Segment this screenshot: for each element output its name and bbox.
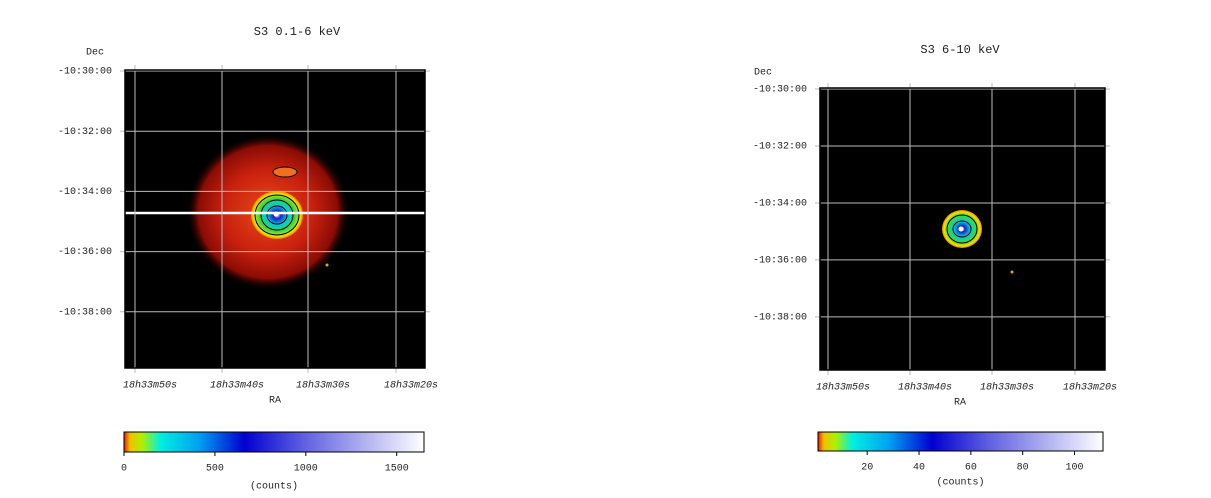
x-axis-label: RA <box>954 398 966 409</box>
x-tick-label: 18h33m20s <box>1063 382 1117 394</box>
colorbar-tick-label: 0 <box>121 464 127 475</box>
colorbar <box>817 431 1104 452</box>
y-tick-label: -10:38:00 <box>753 313 807 324</box>
colorbar-tick-label: 1500 <box>385 464 409 475</box>
y-tick-label: -10:38:00 <box>58 307 112 318</box>
y-axis-label: Dec <box>754 68 772 79</box>
plot-frame <box>819 87 1106 371</box>
colorbar-tick-label: 100 <box>1065 463 1083 474</box>
panel-title: S3 0.1-6 keV <box>254 25 341 39</box>
x-tick-label: 18h33m50s <box>123 380 177 392</box>
colorbar <box>123 431 425 453</box>
y-tick-label: -10:36:00 <box>58 247 112 258</box>
y-tick-label: -10:30:00 <box>58 67 112 78</box>
image-left <box>125 70 425 368</box>
colorbar-tick-label: 80 <box>1017 463 1029 474</box>
panel-title: S3 6-10 keV <box>920 43 1000 57</box>
x-tick-label: 18h33m40s <box>210 380 264 392</box>
colorbar-label: (counts) <box>936 477 984 489</box>
x-tick-label: 18h33m30s <box>980 382 1034 394</box>
y-tick-label: -10:34:00 <box>58 187 112 198</box>
y-tick-label: -10:34:00 <box>753 199 807 210</box>
y-tick-label: -10:32:00 <box>753 142 807 153</box>
image-right <box>820 88 1105 370</box>
colorbar-tick-label: 20 <box>861 463 873 474</box>
x-tick-label: 18h33m50s <box>816 382 870 394</box>
colorbar-tick-label: 60 <box>965 463 977 474</box>
y-tick-label: -10:36:00 <box>753 256 807 267</box>
x-tick-label: 18h33m40s <box>898 382 952 394</box>
x-axis-label: RA <box>269 396 281 407</box>
colorbar-label: (counts) <box>250 481 298 493</box>
y-tick-label: -10:32:00 <box>58 127 112 138</box>
x-tick-label: 18h33m20s <box>384 380 438 392</box>
x-tick-label: 18h33m30s <box>296 380 350 392</box>
plot-frame <box>124 69 426 369</box>
y-tick-label: -10:30:00 <box>753 85 807 96</box>
colorbar-tick-label: 500 <box>206 464 224 475</box>
colorbar-tick-label: 1000 <box>294 464 318 475</box>
y-axis-label: Dec <box>86 48 104 59</box>
colorbar-tick-label: 40 <box>913 463 925 474</box>
